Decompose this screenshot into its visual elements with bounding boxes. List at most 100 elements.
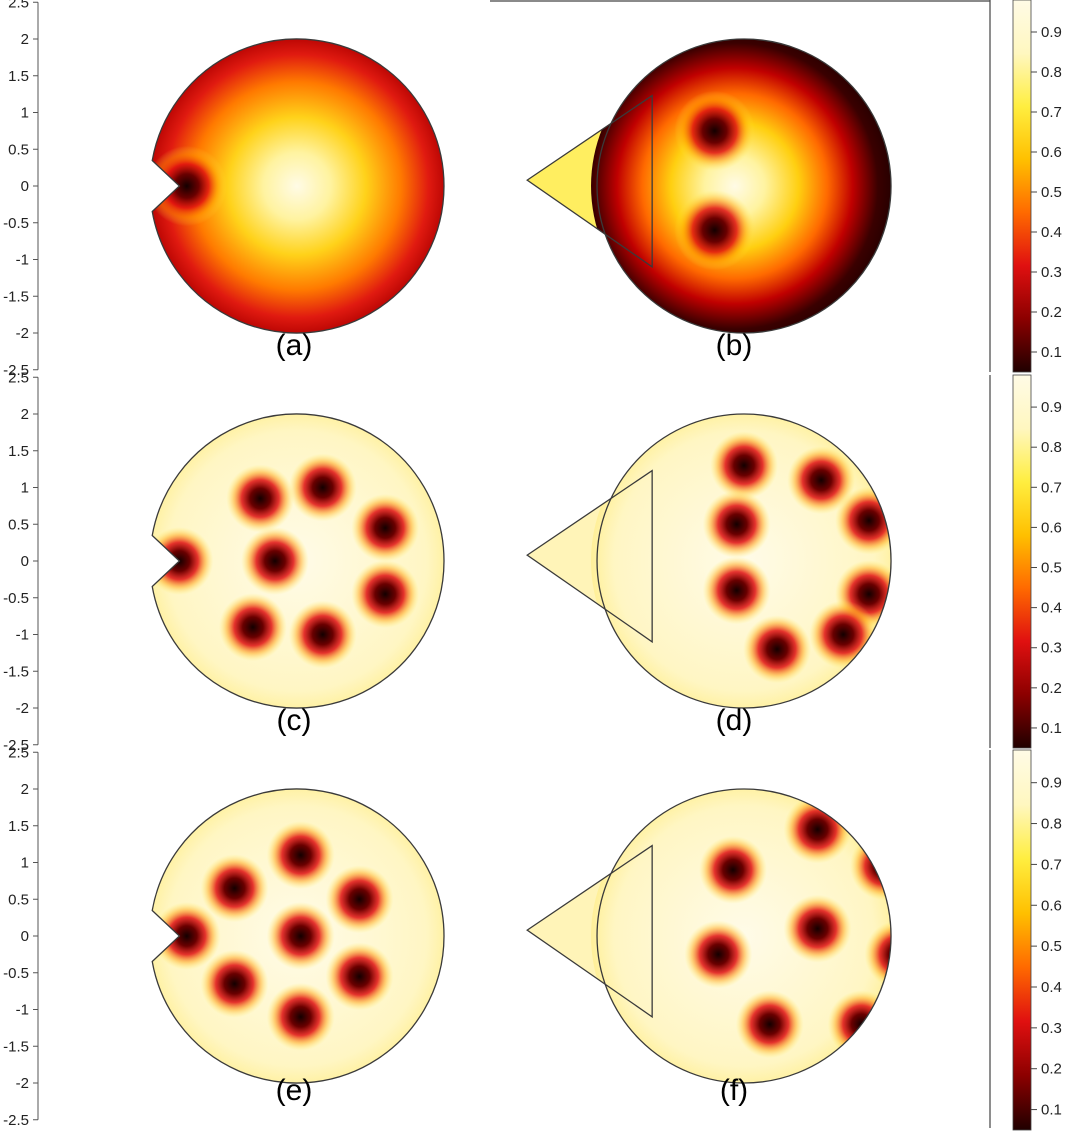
panel-label: (b) bbox=[716, 329, 753, 362]
vortex bbox=[240, 527, 309, 595]
y-tick-label: 0 bbox=[21, 928, 29, 945]
colorbars-layer: 0.9 0.8 0.7 0.6 0.5 0.4 0.3 0.2 0.1 0.9 0.8 0.7 0.6 0… bbox=[989, 0, 1062, 1131]
panel-e bbox=[151, 788, 445, 1084]
colorbar-tick-label: 0.1 bbox=[1041, 1102, 1062, 1119]
vortex bbox=[699, 835, 767, 904]
vortex bbox=[783, 795, 852, 864]
colorbar-tick-label: 0.9 bbox=[1041, 24, 1062, 41]
boundary-outline bbox=[596, 788, 892, 1084]
panel-label: (e) bbox=[276, 1074, 313, 1107]
y-tick-label: -1.5 bbox=[3, 1038, 29, 1055]
colorbar-scale bbox=[1012, 0, 1032, 373]
vortex bbox=[218, 593, 287, 662]
colorbar-scale bbox=[1012, 374, 1032, 749]
colorbar-tick-label: 0.9 bbox=[1041, 399, 1062, 416]
colorbar-tick-label: 0.6 bbox=[1041, 519, 1062, 536]
y-tick-label: -2.5 bbox=[3, 1112, 29, 1129]
y-tick-label: 1.5 bbox=[8, 443, 29, 460]
triangle-outline bbox=[526, 844, 653, 1019]
colorbar-tick-label: 0.5 bbox=[1041, 560, 1062, 577]
colorbar-tick-label: 0.6 bbox=[1041, 897, 1062, 914]
colorbar-tick-label: 0.2 bbox=[1041, 1061, 1062, 1078]
y-tick-label: 2.5 bbox=[8, 369, 29, 386]
vortex bbox=[351, 493, 420, 562]
boundary-outline bbox=[151, 788, 445, 1084]
y-tick-label: 2 bbox=[21, 406, 29, 423]
panel-label: (c) bbox=[277, 704, 312, 737]
y-tick-label: 1.5 bbox=[8, 818, 29, 835]
vortex bbox=[809, 600, 878, 669]
vortex bbox=[200, 854, 269, 923]
colorbar-tick-label: 0.8 bbox=[1041, 816, 1062, 833]
y-tick-label: 2 bbox=[21, 781, 29, 798]
vortex bbox=[674, 90, 755, 172]
y-tick-label: -2.5 bbox=[3, 362, 29, 379]
field-2 bbox=[152, 413, 445, 708]
boundary-outline bbox=[596, 38, 892, 334]
y-axis: 2.5 2 1.5 1 0.5 0 -0.5 -1 -1.5 -2 -2.5 bbox=[3, 369, 39, 754]
vortex bbox=[288, 600, 357, 669]
vortex bbox=[783, 894, 852, 963]
vortex bbox=[787, 446, 856, 515]
colorbar: 0.9 0.8 0.7 0.6 0.5 0.4 0.3 0.2 0.1 bbox=[989, 0, 1062, 373]
y-tick-label: 1 bbox=[21, 105, 29, 122]
colorbar-tick-label: 0.1 bbox=[1041, 720, 1062, 737]
vortex bbox=[200, 949, 269, 1018]
panel-label: (d) bbox=[716, 704, 753, 737]
colorbar-tick-label: 0.7 bbox=[1041, 104, 1062, 121]
field-5 bbox=[527, 789, 892, 1083]
colorbar-tick-label: 0.7 bbox=[1041, 856, 1062, 873]
colorbar-tick-label: 0.4 bbox=[1041, 600, 1062, 617]
field-4 bbox=[152, 789, 445, 1083]
y-tick-label: -2.5 bbox=[3, 737, 29, 754]
y-tick-label: -0.5 bbox=[3, 965, 29, 982]
colorbar-tick-label: 0.1 bbox=[1041, 344, 1062, 361]
y-tick-label: 0 bbox=[21, 178, 29, 195]
vortex bbox=[266, 902, 335, 970]
vortex bbox=[288, 453, 357, 522]
colorbar-tick-label: 0.8 bbox=[1041, 439, 1062, 456]
panel-label: (a) bbox=[276, 329, 313, 362]
axes-layer: 2.521.510.50-0.5-1-1.5-2-2.52.521.510.50… bbox=[3, 0, 990, 1129]
vortex bbox=[710, 431, 778, 500]
boundary-outline bbox=[596, 413, 892, 709]
y-tick-label: -1 bbox=[16, 252, 29, 269]
y-axis: 2.5 2 1.5 1 0.5 0 -0.5 -1 -1.5 -2 -2.5 bbox=[3, 744, 39, 1129]
panel-f bbox=[526, 788, 892, 1084]
vortex bbox=[684, 920, 753, 989]
y-tick-label: 0.5 bbox=[8, 891, 29, 908]
y-tick-label: -2 bbox=[16, 325, 29, 342]
vortex bbox=[266, 982, 335, 1051]
vortex bbox=[835, 486, 892, 555]
colorbar-tick-label: 0.7 bbox=[1041, 479, 1062, 496]
boundary-outline bbox=[151, 38, 445, 334]
y-tick-label: 1.5 bbox=[8, 68, 29, 85]
colorbar-tick-label: 0.4 bbox=[1041, 979, 1062, 996]
labels-layer: (a) (b) (c) (d) (e) (f) bbox=[276, 329, 753, 1107]
y-tick-label: -1.5 bbox=[3, 663, 29, 680]
colorbar: 0.9 0.8 0.7 0.6 0.5 0.4 0.3 0.2 0.1 bbox=[989, 374, 1062, 749]
panel-d bbox=[526, 413, 892, 709]
y-axis: 2.5 2 1.5 1 0.5 0 -0.5 -1 -1.5 -2 -2.5 bbox=[3, 0, 39, 379]
vortex bbox=[702, 556, 771, 625]
y-tick-label: -2 bbox=[16, 1075, 29, 1092]
vortex bbox=[325, 865, 394, 934]
colorbar-tick-label: 0.8 bbox=[1041, 64, 1062, 81]
vortex bbox=[266, 821, 335, 890]
panel-a bbox=[151, 38, 445, 334]
vortex bbox=[152, 902, 221, 970]
panel-b bbox=[526, 38, 892, 334]
y-tick-label: -1 bbox=[16, 627, 29, 644]
colorbar-tick-label: 0.5 bbox=[1041, 184, 1062, 201]
y-tick-label: -2 bbox=[16, 700, 29, 717]
vortex bbox=[152, 145, 227, 227]
boundary-outline bbox=[151, 413, 445, 709]
y-tick-label: -1 bbox=[16, 1002, 29, 1019]
y-tick-label: 1 bbox=[21, 480, 29, 497]
y-tick-label: 0.5 bbox=[8, 141, 29, 158]
vortex bbox=[743, 615, 812, 684]
vortex bbox=[864, 920, 892, 989]
colorbar-tick-label: 0.3 bbox=[1041, 264, 1062, 281]
triangle-outline bbox=[526, 469, 653, 644]
